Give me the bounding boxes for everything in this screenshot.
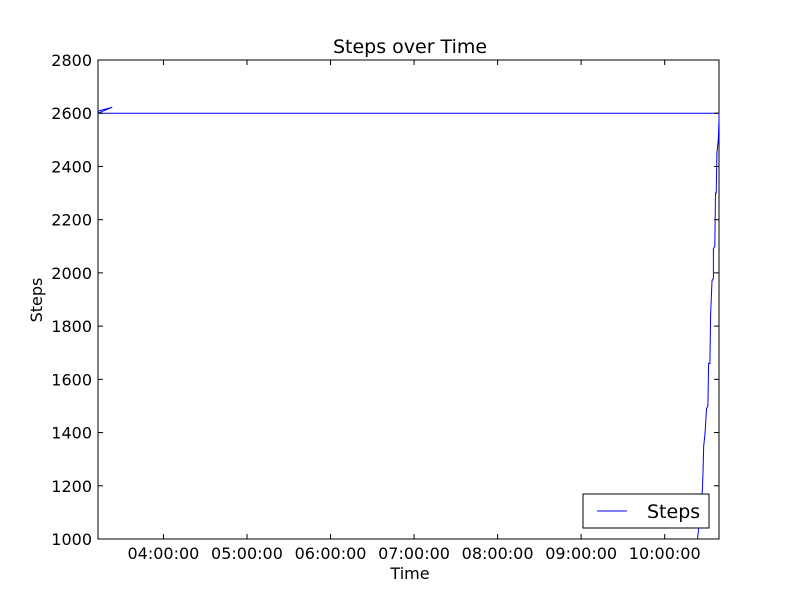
- x-axis-ticks: 04:00:00 05:00:00 06:00:00 07:00:00 08:00:00…: [128, 60, 701, 563]
- data-point: [717, 139, 719, 141]
- data-point: [111, 106, 113, 108]
- data-point: [715, 192, 717, 194]
- y-tick-label: 2200: [51, 211, 92, 230]
- x-tick-label: 04:00:00: [128, 544, 200, 563]
- data-point: [709, 362, 711, 364]
- x-tick-label: 05:00:00: [211, 544, 283, 563]
- chart-legend: Steps: [582, 493, 710, 529]
- data-point: [707, 405, 709, 407]
- x-tick-label: 08:00:00: [462, 544, 534, 563]
- data-point: [703, 445, 705, 447]
- data-point: [714, 245, 716, 247]
- series-line-steps: [97, 106, 720, 540]
- data-point: [712, 248, 714, 250]
- x-tick-label: 10:00:00: [629, 544, 701, 563]
- plot-frame: [97, 59, 720, 540]
- legend-label-steps: Steps: [647, 501, 700, 523]
- data-point: [710, 315, 712, 316]
- y-tick-label: 1200: [51, 477, 92, 496]
- data-point: [715, 192, 716, 194]
- data-point: [712, 277, 714, 279]
- data-point: [706, 408, 707, 410]
- chart-title: Steps over Time: [333, 36, 487, 58]
- y-tick-label: 1600: [51, 370, 92, 389]
- y-axis-label: Steps: [27, 278, 46, 323]
- y-tick-label: 1800: [51, 317, 92, 336]
- y-tick-label: 2000: [51, 264, 92, 283]
- data-point: [711, 280, 713, 282]
- plot-area: [97, 59, 720, 540]
- data-point: [697, 533, 699, 535]
- data-point: [716, 152, 718, 154]
- data-point: [704, 432, 706, 434]
- y-tick-label: 2400: [51, 157, 92, 176]
- y-tick-label: 1000: [51, 530, 92, 549]
- y-tick-label: 1400: [51, 424, 92, 443]
- data-point: [696, 538, 698, 540]
- y-tick-label: 2800: [51, 51, 92, 70]
- data-point: [702, 472, 704, 473]
- y-axis-ticks: 1000 1200 1400 1600 1800 2000 2200 2400 2600 2800: [51, 51, 719, 549]
- y-tick-label: 2600: [51, 104, 92, 123]
- x-tick-label: 09:00:00: [545, 544, 617, 563]
- x-tick-label: 06:00:00: [295, 544, 367, 563]
- data-point: [718, 119, 720, 121]
- data-point: [708, 362, 710, 364]
- data-point: [97, 110, 99, 112]
- x-tick-label: 07:00:00: [378, 544, 450, 563]
- x-axis-label: Time: [389, 564, 429, 583]
- data-point: [701, 490, 703, 492]
